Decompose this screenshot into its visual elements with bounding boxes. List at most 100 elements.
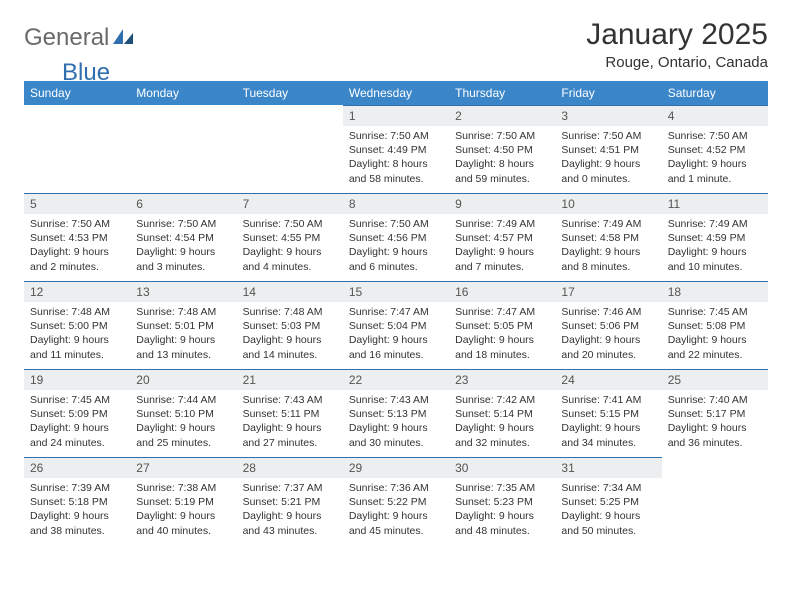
calendar-cell: 17Sunrise: 7:46 AMSunset: 5:06 PMDayligh… <box>555 281 661 369</box>
day-content: Sunrise: 7:48 AMSunset: 5:00 PMDaylight:… <box>24 302 130 368</box>
day-header-row: SundayMondayTuesdayWednesdayThursdayFrid… <box>24 81 768 105</box>
calendar-cell: 10Sunrise: 7:49 AMSunset: 4:58 PMDayligh… <box>555 193 661 281</box>
day-content: Sunrise: 7:43 AMSunset: 5:13 PMDaylight:… <box>343 390 449 456</box>
day-number: 23 <box>449 369 555 390</box>
day-content: Sunrise: 7:39 AMSunset: 5:18 PMDaylight:… <box>24 478 130 544</box>
day-content: Sunrise: 7:40 AMSunset: 5:17 PMDaylight:… <box>662 390 768 456</box>
title-block: January 2025 Rouge, Ontario, Canada <box>586 18 768 71</box>
day-content: Sunrise: 7:50 AMSunset: 4:54 PMDaylight:… <box>130 214 236 280</box>
day-content: Sunrise: 7:47 AMSunset: 5:05 PMDaylight:… <box>449 302 555 368</box>
logo: General <box>24 24 137 52</box>
day-content: Sunrise: 7:49 AMSunset: 4:57 PMDaylight:… <box>449 214 555 280</box>
calendar-cell: 8Sunrise: 7:50 AMSunset: 4:56 PMDaylight… <box>343 193 449 281</box>
day-content: Sunrise: 7:49 AMSunset: 4:59 PMDaylight:… <box>662 214 768 280</box>
calendar-cell: 25Sunrise: 7:40 AMSunset: 5:17 PMDayligh… <box>662 369 768 457</box>
calendar-cell: 20Sunrise: 7:44 AMSunset: 5:10 PMDayligh… <box>130 369 236 457</box>
day-content: Sunrise: 7:48 AMSunset: 5:03 PMDaylight:… <box>237 302 343 368</box>
day-number: 3 <box>555 105 661 126</box>
day-content: Sunrise: 7:50 AMSunset: 4:55 PMDaylight:… <box>237 214 343 280</box>
calendar-cell: 14Sunrise: 7:48 AMSunset: 5:03 PMDayligh… <box>237 281 343 369</box>
calendar-cell: 30Sunrise: 7:35 AMSunset: 5:23 PMDayligh… <box>449 457 555 545</box>
day-number: 19 <box>24 369 130 390</box>
day-number: 25 <box>662 369 768 390</box>
day-number: 21 <box>237 369 343 390</box>
logo-word2: Blue <box>62 59 110 87</box>
day-content: Sunrise: 7:38 AMSunset: 5:19 PMDaylight:… <box>130 478 236 544</box>
calendar-table: SundayMondayTuesdayWednesdayThursdayFrid… <box>24 81 768 545</box>
day-content: Sunrise: 7:46 AMSunset: 5:06 PMDaylight:… <box>555 302 661 368</box>
calendar-cell: 31Sunrise: 7:34 AMSunset: 5:25 PMDayligh… <box>555 457 661 545</box>
calendar-cell: 7Sunrise: 7:50 AMSunset: 4:55 PMDaylight… <box>237 193 343 281</box>
day-content: Sunrise: 7:48 AMSunset: 5:01 PMDaylight:… <box>130 302 236 368</box>
calendar-cell: 4Sunrise: 7:50 AMSunset: 4:52 PMDaylight… <box>662 105 768 193</box>
day-header: Monday <box>130 81 236 105</box>
day-number: 31 <box>555 457 661 478</box>
calendar-body: 1Sunrise: 7:50 AMSunset: 4:49 PMDaylight… <box>24 105 768 545</box>
calendar-cell: 18Sunrise: 7:45 AMSunset: 5:08 PMDayligh… <box>662 281 768 369</box>
day-content: Sunrise: 7:44 AMSunset: 5:10 PMDaylight:… <box>130 390 236 456</box>
calendar-row: 19Sunrise: 7:45 AMSunset: 5:09 PMDayligh… <box>24 369 768 457</box>
day-number: 10 <box>555 193 661 214</box>
day-header: Friday <box>555 81 661 105</box>
day-number: 12 <box>24 281 130 302</box>
day-number: 4 <box>662 105 768 126</box>
location-text: Rouge, Ontario, Canada <box>586 54 768 71</box>
day-content: Sunrise: 7:41 AMSunset: 5:15 PMDaylight:… <box>555 390 661 456</box>
calendar-cell <box>24 105 130 193</box>
day-number: 8 <box>343 193 449 214</box>
day-header: Saturday <box>662 81 768 105</box>
day-number: 16 <box>449 281 555 302</box>
calendar-cell: 2Sunrise: 7:50 AMSunset: 4:50 PMDaylight… <box>449 105 555 193</box>
calendar-cell: 12Sunrise: 7:48 AMSunset: 5:00 PMDayligh… <box>24 281 130 369</box>
day-number: 17 <box>555 281 661 302</box>
day-content: Sunrise: 7:50 AMSunset: 4:53 PMDaylight:… <box>24 214 130 280</box>
day-content: Sunrise: 7:47 AMSunset: 5:04 PMDaylight:… <box>343 302 449 368</box>
calendar-cell: 29Sunrise: 7:36 AMSunset: 5:22 PMDayligh… <box>343 457 449 545</box>
calendar-cell: 9Sunrise: 7:49 AMSunset: 4:57 PMDaylight… <box>449 193 555 281</box>
day-content: Sunrise: 7:50 AMSunset: 4:56 PMDaylight:… <box>343 214 449 280</box>
day-number: 20 <box>130 369 236 390</box>
calendar-cell: 26Sunrise: 7:39 AMSunset: 5:18 PMDayligh… <box>24 457 130 545</box>
day-number: 11 <box>662 193 768 214</box>
day-number: 5 <box>24 193 130 214</box>
calendar-cell <box>662 457 768 545</box>
day-content: Sunrise: 7:36 AMSunset: 5:22 PMDaylight:… <box>343 478 449 544</box>
calendar-cell: 21Sunrise: 7:43 AMSunset: 5:11 PMDayligh… <box>237 369 343 457</box>
calendar-cell: 11Sunrise: 7:49 AMSunset: 4:59 PMDayligh… <box>662 193 768 281</box>
calendar-cell: 27Sunrise: 7:38 AMSunset: 5:19 PMDayligh… <box>130 457 236 545</box>
calendar-cell: 28Sunrise: 7:37 AMSunset: 5:21 PMDayligh… <box>237 457 343 545</box>
day-content: Sunrise: 7:50 AMSunset: 4:52 PMDaylight:… <box>662 126 768 192</box>
day-number: 29 <box>343 457 449 478</box>
day-number: 30 <box>449 457 555 478</box>
day-content: Sunrise: 7:35 AMSunset: 5:23 PMDaylight:… <box>449 478 555 544</box>
calendar-cell: 24Sunrise: 7:41 AMSunset: 5:15 PMDayligh… <box>555 369 661 457</box>
day-number: 15 <box>343 281 449 302</box>
calendar-cell <box>237 105 343 193</box>
calendar-cell: 5Sunrise: 7:50 AMSunset: 4:53 PMDaylight… <box>24 193 130 281</box>
calendar-row: 26Sunrise: 7:39 AMSunset: 5:18 PMDayligh… <box>24 457 768 545</box>
day-content: Sunrise: 7:45 AMSunset: 5:09 PMDaylight:… <box>24 390 130 456</box>
calendar-row: 5Sunrise: 7:50 AMSunset: 4:53 PMDaylight… <box>24 193 768 281</box>
calendar-cell: 13Sunrise: 7:48 AMSunset: 5:01 PMDayligh… <box>130 281 236 369</box>
day-number: 2 <box>449 105 555 126</box>
day-header: Wednesday <box>343 81 449 105</box>
calendar-row: 12Sunrise: 7:48 AMSunset: 5:00 PMDayligh… <box>24 281 768 369</box>
calendar-cell: 23Sunrise: 7:42 AMSunset: 5:14 PMDayligh… <box>449 369 555 457</box>
day-number: 14 <box>237 281 343 302</box>
logo-word1: General <box>24 24 109 52</box>
day-number: 9 <box>449 193 555 214</box>
day-number: 13 <box>130 281 236 302</box>
calendar-cell: 22Sunrise: 7:43 AMSunset: 5:13 PMDayligh… <box>343 369 449 457</box>
day-content: Sunrise: 7:50 AMSunset: 4:51 PMDaylight:… <box>555 126 661 192</box>
calendar-cell: 19Sunrise: 7:45 AMSunset: 5:09 PMDayligh… <box>24 369 130 457</box>
calendar-cell: 1Sunrise: 7:50 AMSunset: 4:49 PMDaylight… <box>343 105 449 193</box>
day-header: Tuesday <box>237 81 343 105</box>
day-content: Sunrise: 7:37 AMSunset: 5:21 PMDaylight:… <box>237 478 343 544</box>
day-content: Sunrise: 7:42 AMSunset: 5:14 PMDaylight:… <box>449 390 555 456</box>
day-header: Thursday <box>449 81 555 105</box>
day-content: Sunrise: 7:50 AMSunset: 4:50 PMDaylight:… <box>449 126 555 192</box>
header: General January 2025 Rouge, Ontario, Can… <box>24 18 768 71</box>
day-content: Sunrise: 7:43 AMSunset: 5:11 PMDaylight:… <box>237 390 343 456</box>
day-number: 6 <box>130 193 236 214</box>
day-number: 24 <box>555 369 661 390</box>
